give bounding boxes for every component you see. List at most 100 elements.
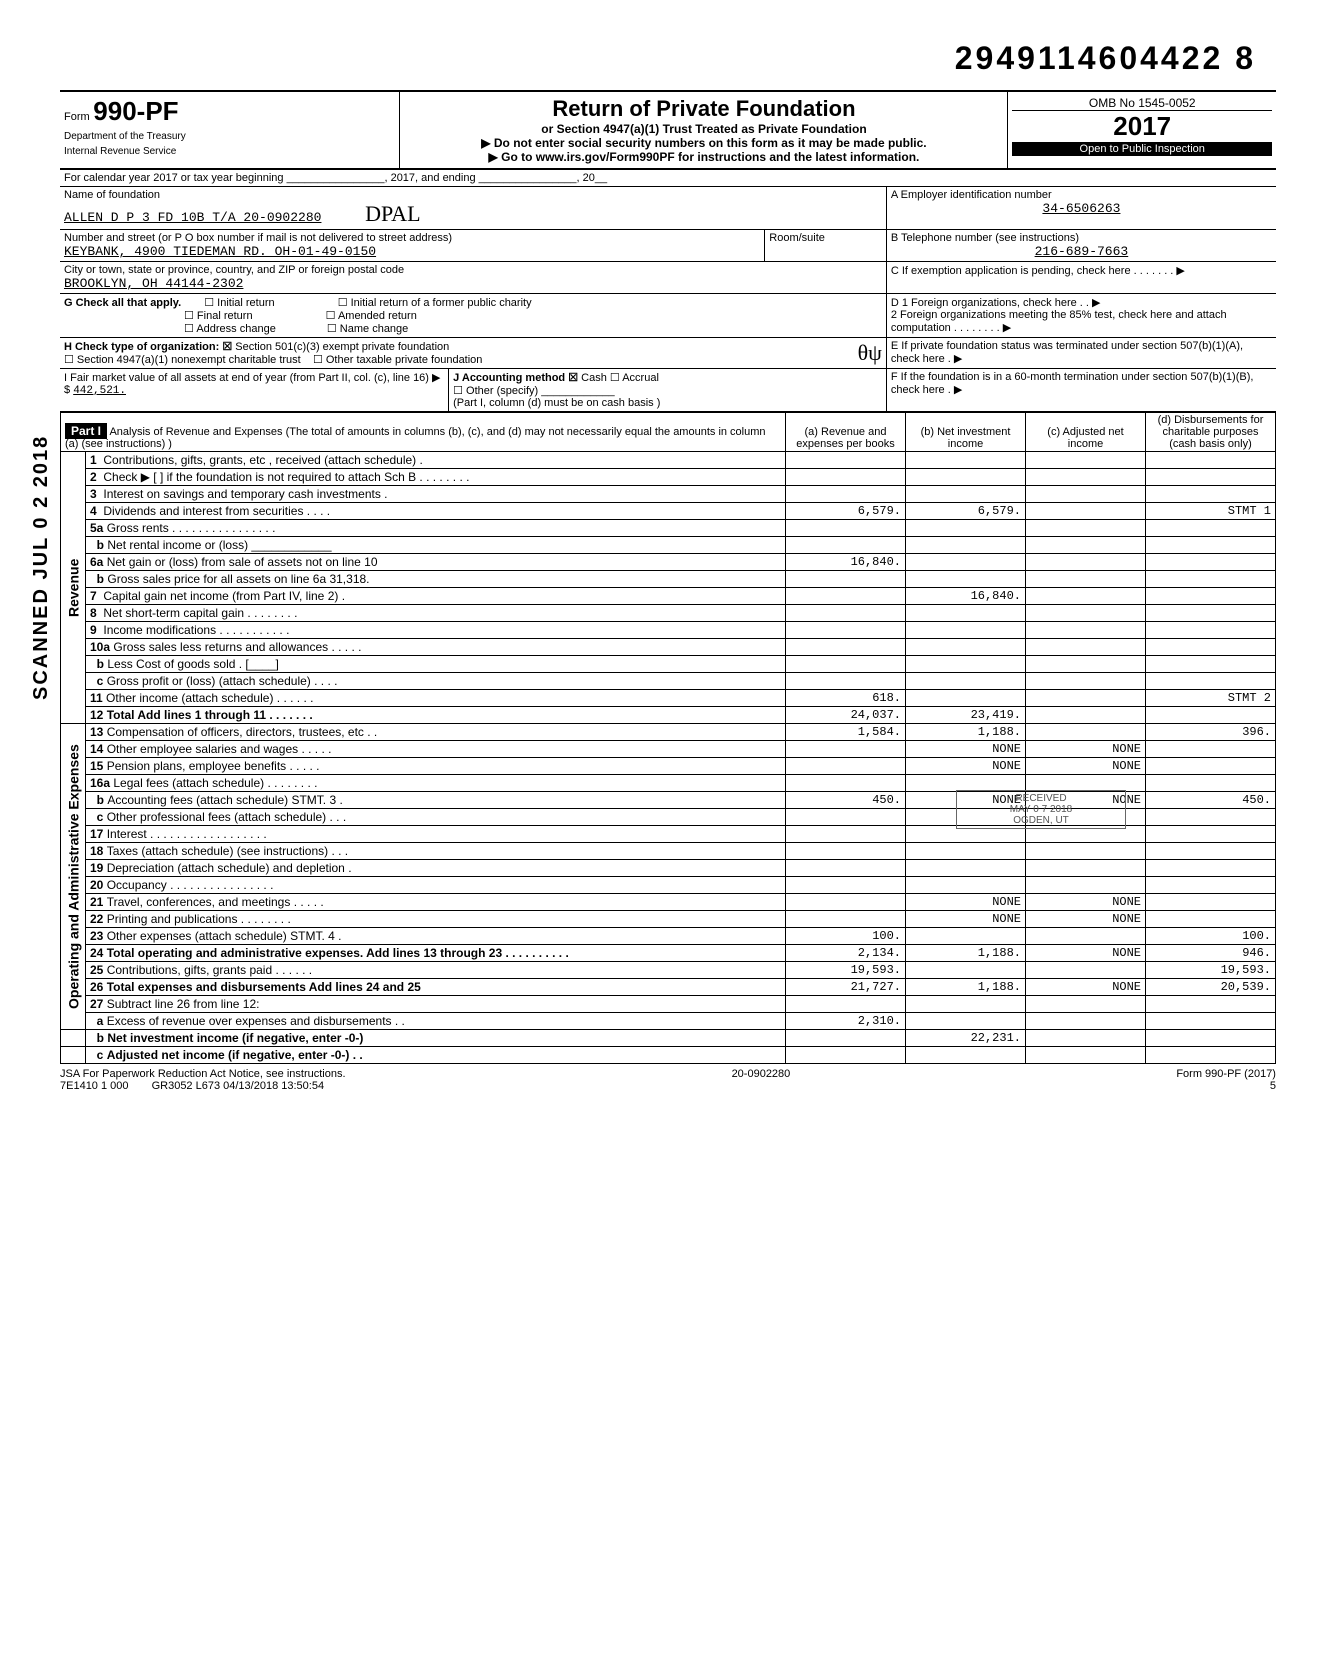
h-4947a1[interactable]: Section 4947(a)(1) nonexempt charitable … [77,354,301,366]
row-13-b: 1,188. [906,724,1026,741]
expenses-side-label: Operating and Administrative Expenses [61,724,86,1030]
row-14-c: NONE [1026,741,1146,758]
row-17-num: 17 [90,827,103,841]
row-26-c: NONE [1026,979,1146,996]
footer-jsa: JSA For Paperwork Reduction Act Notice, … [60,1068,346,1080]
row-15-desc: Pension plans, employee benefits . . . .… [107,759,320,773]
row-27b-b: 22,231. [906,1030,1026,1047]
row-23-num: 23 [90,929,103,943]
row-23-d: 100. [1146,928,1276,945]
row-19-num: 19 [90,861,103,875]
d1-foreign-org: D 1 Foreign organizations, check here . … [891,296,1272,309]
j-cash[interactable]: Cash [581,372,607,384]
g-initial-former[interactable]: Initial return of a former public charit… [351,297,532,309]
row-10a-desc: Gross sales less returns and allowances … [113,640,361,654]
row-27-desc: Subtract line 26 from line 12: [107,997,260,1011]
footer-id: 20-0902280 [732,1068,791,1092]
row-5a-num: 5a [90,521,103,535]
row-16c-num: c [97,810,104,824]
row-1-num: 1 [90,453,97,467]
row-16a-num: 16a [90,776,110,790]
form-subtitle-1: or Section 4947(a)(1) Trust Treated as P… [404,122,1003,136]
g-name-change[interactable]: Name change [340,323,409,335]
row-27-num: 27 [90,997,103,1011]
form-year: 2017 [1012,111,1272,142]
row-27b-num: b [97,1031,104,1045]
row-7-desc: Capital gain net income (from Part IV, l… [103,589,345,603]
row-8-desc: Net short-term capital gain . . . . . . … [103,606,297,620]
row-21-c: NONE [1026,894,1146,911]
row-6b-num: b [97,572,104,586]
row-9-num: 9 [90,623,97,637]
form-subtitle-2: ▶ Do not enter social security numbers o… [404,136,1003,150]
row-13-d: 396. [1146,724,1276,741]
g-initial-return[interactable]: Initial return [217,297,274,309]
part1-title: Analysis of Revenue and Expenses (The to… [65,426,766,450]
g-amended-return[interactable]: Amended return [338,310,417,322]
footer-code: 7E1410 1 000 [60,1080,129,1092]
room-suite-label: Room/suite [765,230,887,261]
form-header: Form 990-PF Department of the Treasury I… [60,90,1276,170]
f-60month-label: F If the foundation is in a 60-month ter… [887,369,1276,411]
top-tracking-number: 2949114604422 8 [955,40,1256,77]
row-14-num: 14 [90,742,103,756]
row-1-c [1026,452,1146,469]
street-value: KEYBANK, 4900 TIEDEMAN RD. OH-01-49-0150 [64,244,760,259]
row-15-c: NONE [1026,758,1146,775]
row-11-d: STMT 2 [1146,690,1276,707]
row-17-desc: Interest . . . . . . . . . . . . . . . .… [107,827,267,841]
handwritten-theta: θψ [858,340,882,366]
row-12-a: 24,037. [786,707,906,724]
row-16c-desc: Other professional fees (attach schedule… [107,810,346,824]
row-26-b: 1,188. [906,979,1026,996]
row-12-desc: Total Add lines 1 through 11 . . . . . .… [107,708,313,722]
h-other-taxable[interactable]: Other taxable private foundation [326,354,483,366]
row-1-desc: Contributions, gifts, grants, etc , rece… [103,453,423,467]
row-2-num: 2 [90,470,97,484]
row-27a-a: 2,310. [786,1013,906,1030]
g-final-return[interactable]: Final return [197,310,253,322]
row-9-desc: Income modifications . . . . . . . . . .… [103,623,289,637]
row-15-num: 15 [90,759,103,773]
row-11-a: 618. [786,690,906,707]
row-3-num: 3 [90,487,97,501]
row-5b-num: b [97,538,104,552]
handwritten-dpal: DPAL [365,201,420,226]
row-25-desc: Contributions, gifts, grants paid . . . … [107,963,312,977]
g-label: G Check all that apply. [64,297,181,309]
col-a-header: (a) Revenue and expenses per books [786,413,906,452]
received-stamp: RECEIVED MAY 0 7 2018 OGDEN, UT [956,790,1126,829]
row-5a-desc: Gross rents . . . . . . . . . . . . . . … [107,521,276,535]
footer-formline: Form 990-PF (2017) [1176,1068,1276,1080]
row-10a-num: 10a [90,640,110,654]
omb-number: OMB No 1545-0052 [1012,96,1272,111]
stamp-received: RECEIVED [959,793,1123,804]
row-10c-num: c [97,674,104,688]
g-address-change[interactable]: Address change [196,323,276,335]
form-title: Return of Private Foundation [404,96,1003,122]
row-23-a: 100. [786,928,906,945]
stamp-loc: OGDEN, UT [959,815,1123,826]
j-accrual[interactable]: Accrual [622,372,659,384]
row-19-desc: Depreciation (attach schedule) and deple… [107,861,352,875]
row-16b-d: 450. [1146,792,1276,809]
row-13-num: 13 [90,725,103,739]
city-label: City or town, state or province, country… [64,264,882,276]
row-13-a: 1,584. [786,724,906,741]
j-other[interactable]: Other (specify) ____________ [466,385,615,397]
col-b-header: (b) Net investment income [906,413,1026,452]
row-11-desc: Other income (attach schedule) . . . . .… [106,691,313,705]
revenue-side-label: Revenue [61,452,86,724]
ein-label: A Employer identification number [891,189,1272,201]
row-18-num: 18 [90,844,103,858]
row-26-d: 20,539. [1146,979,1276,996]
scanned-side-text: SCANNED JUL 0 2 2018 [30,435,53,700]
row-25-d: 19,593. [1146,962,1276,979]
row-20-desc: Occupancy . . . . . . . . . . . . . . . … [107,878,274,892]
footer-gr: GR3052 L673 04/13/2018 13:50:54 [152,1080,324,1092]
row-7-b: 16,840. [906,588,1026,605]
row-24-b: 1,188. [906,945,1026,962]
j-note: (Part I, column (d) must be on cash basi… [453,397,660,409]
h-501c3[interactable]: Section 501(c)(3) exempt private foundat… [235,341,449,353]
i-fmv-value: 442,521. [73,385,126,397]
